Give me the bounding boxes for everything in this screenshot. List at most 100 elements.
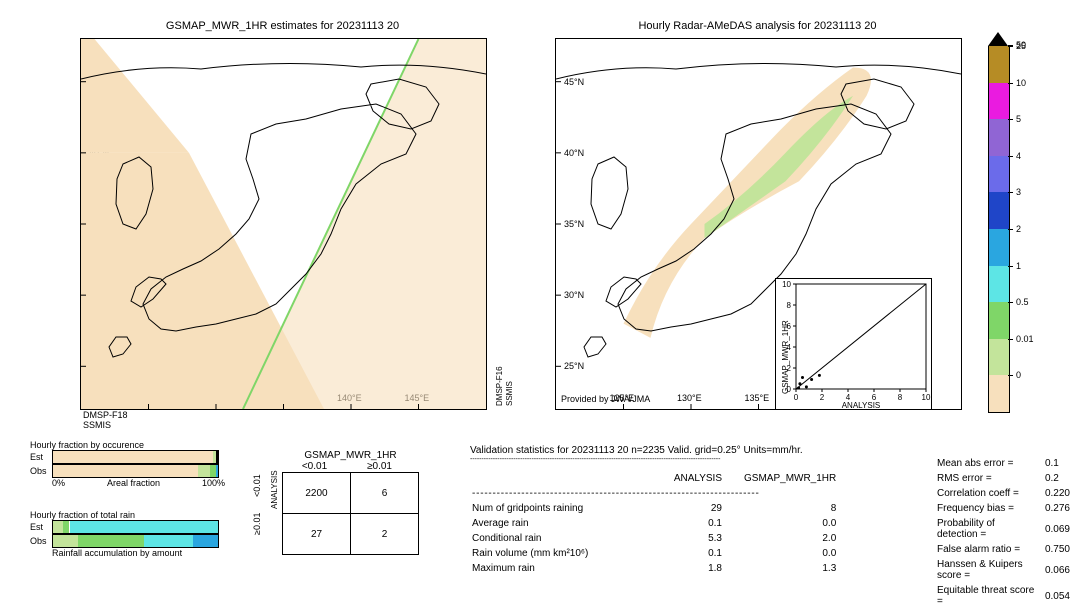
sat-label: SSMIS — [505, 381, 514, 406]
stats-col: ANALYSIS — [642, 472, 742, 485]
svg-text:8: 8 — [898, 393, 903, 402]
bar-row: Est — [30, 520, 225, 534]
ctable-cell: 2 — [351, 514, 419, 555]
colorbar-label: 10 — [1016, 78, 1026, 88]
ctable-collabel: <0.01 — [282, 461, 347, 472]
colorbar-label: 4 — [1016, 151, 1021, 161]
stats-label: RMS error = — [937, 472, 1043, 485]
stats-val: 0.069 — [1045, 517, 1078, 541]
stats-val: 2.0 — [744, 532, 856, 545]
colorbar-label: 5 — [1016, 114, 1021, 124]
ctable-cell: 27 — [283, 514, 351, 555]
colorbar-seg — [988, 83, 1010, 120]
ctable-rowhead: ANALYSIS — [270, 497, 279, 509]
ctable-rowlabel: <0.01 — [252, 474, 262, 497]
stats-right-table: Mean abs error =0.1RMS error =0.2Correla… — [935, 455, 1080, 610]
occurrence-panel: Hourly fraction by occurenceEstObs0%Area… — [30, 440, 225, 488]
stats-label: Mean abs error = — [937, 457, 1043, 470]
stats-row: Mean abs error =0.1 — [937, 457, 1078, 470]
stats-val: 0.750 — [1045, 543, 1078, 556]
colorbar-seg — [988, 375, 1010, 413]
stats-label: Conditional rain — [472, 532, 640, 545]
ctable-colhead: GSMAP_MWR_1HR — [282, 450, 419, 461]
stats-row: RMS error =0.2 — [937, 472, 1078, 485]
colorbar-label: 1 — [1016, 261, 1021, 271]
colorbar-seg — [988, 192, 1010, 229]
stats-col: GSMAP_MWR_1HR — [744, 472, 856, 485]
stats-val: 1.8 — [642, 562, 742, 575]
stats-val: 0.220 — [1045, 487, 1078, 500]
stats-val: 29 — [642, 502, 742, 515]
stats-label: Hanssen & Kuipers score = — [937, 558, 1043, 582]
ctable: 22006272 — [282, 472, 419, 555]
sat-label: DMSP-F18 — [83, 410, 128, 420]
stats-row: False alarm ratio =0.750 — [937, 543, 1078, 556]
bars-footer: Rainfall accumulation by amount — [52, 548, 225, 558]
provided-by: Provided by JWA/JMA — [561, 394, 650, 404]
right-map-title: Hourly Radar-AMeDAS analysis for 2023111… — [555, 20, 960, 32]
stats-row: Correlation coeff =0.220 — [937, 487, 1078, 500]
stats-val: 0.276 — [1045, 502, 1078, 515]
stats-left-table: ANALYSISGSMAP_MWR_1HR- - - - - - - - - -… — [470, 470, 858, 577]
stats-val: 0.1 — [1045, 457, 1078, 470]
bar-label: Obs — [30, 466, 52, 476]
left-map-title: GSMAP_MWR_1HR estimates for 20231113 20 — [80, 20, 485, 32]
ctable-rowlabel: ≥0.01 — [252, 513, 262, 535]
stats-val: 0.066 — [1045, 558, 1078, 582]
colorbar-seg — [988, 339, 1010, 376]
stats-title: Validation statistics for 20231113 20 n=… — [470, 445, 803, 456]
stats-row: Maximum rain1.81.3 — [472, 562, 856, 575]
colorbar-seg — [988, 156, 1010, 193]
stats-row: Average rain0.10.0 — [472, 517, 856, 530]
stats-header: Validation statistics for 20231113 20 n=… — [470, 445, 803, 463]
colorbar-seg — [988, 266, 1010, 303]
colorbar-seg — [988, 302, 1010, 339]
stats-label: False alarm ratio = — [937, 543, 1043, 556]
stats-label: Probability of detection = — [937, 517, 1043, 541]
colorbar-seg — [988, 229, 1010, 266]
bar-axis-r: 100% — [202, 478, 225, 488]
colorbar-seg — [988, 46, 1010, 83]
contingency-table: GSMAP_MWR_1HR<0.01≥0.01ANALYSIS22006272<… — [270, 450, 419, 555]
stats-label: Maximum rain — [472, 562, 640, 575]
stats-label: Average rain — [472, 517, 640, 530]
stats-val: 0.2 — [1045, 472, 1078, 485]
svg-text:10: 10 — [782, 280, 791, 289]
colorbar-label: 2 — [1016, 224, 1021, 234]
colorbar-label: 0.5 — [1016, 297, 1029, 307]
stats-val: 0.054 — [1045, 584, 1078, 608]
bars-title: Hourly fraction by occurence — [30, 440, 225, 450]
stats-row: Frequency bias =0.276 — [937, 502, 1078, 515]
stats-val: 8 — [744, 502, 856, 515]
inset-ylabel: GSMAP_MWR_1HR — [781, 320, 790, 394]
stats-row: Equitable threat score =0.054 — [937, 584, 1078, 608]
stats-val: 0.0 — [744, 547, 856, 560]
stats-val: 1.3 — [744, 562, 856, 575]
svg-text:10: 10 — [922, 393, 931, 402]
stats-right: Mean abs error =0.1RMS error =0.2Correla… — [935, 455, 1080, 610]
sat-label: SSMIS — [83, 420, 111, 430]
stats-left: ANALYSISGSMAP_MWR_1HR- - - - - - - - - -… — [470, 470, 858, 577]
bar-row: Est — [30, 450, 225, 464]
stats-label: Correlation coeff = — [937, 487, 1043, 500]
colorbar-label: 25 — [1016, 41, 1026, 51]
colorbar-label: 3 — [1016, 187, 1021, 197]
stats-val: 5.3 — [642, 532, 742, 545]
sat-label: DMSP-F16 — [495, 366, 504, 406]
ctable-cell: 2200 — [283, 473, 351, 514]
stats-val: 0.1 — [642, 547, 742, 560]
colorbar-label: 0.01 — [1016, 334, 1034, 344]
ctable-cell: 6 — [351, 473, 419, 514]
stats-row: Rain volume (mm km²10⁶)0.10.0 — [472, 547, 856, 560]
stats-row: Num of gridpoints raining298 — [472, 502, 856, 515]
stats-row: Hanssen & Kuipers score =0.066 — [937, 558, 1078, 582]
bar-label: Obs — [30, 536, 52, 546]
stats-row: Conditional rain5.32.0 — [472, 532, 856, 545]
svg-text:ANALYSIS: ANALYSIS — [842, 401, 881, 409]
svg-text:8: 8 — [787, 301, 792, 310]
stats-val: 0.1 — [642, 517, 742, 530]
svg-text:2: 2 — [820, 393, 825, 402]
bar-axis-l: 0% — [52, 478, 65, 488]
stats-label: Equitable threat score = — [937, 584, 1043, 608]
bar-label: Est — [30, 522, 52, 532]
